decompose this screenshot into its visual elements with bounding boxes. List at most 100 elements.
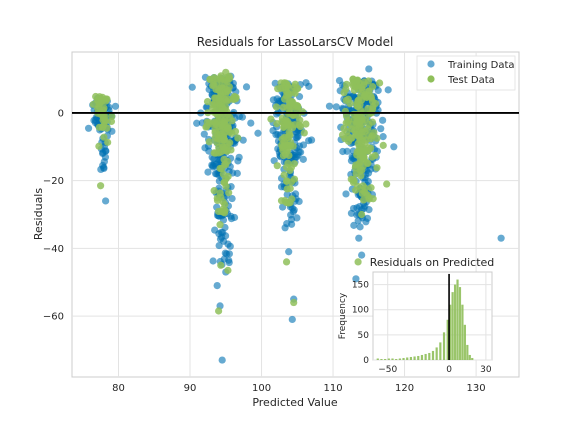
data-point [342, 96, 350, 104]
inset-x-tick-label: 30 [480, 365, 492, 375]
data-point [95, 123, 103, 131]
data-point [215, 307, 223, 315]
data-point [288, 195, 296, 203]
data-point [273, 162, 281, 170]
data-point [215, 94, 223, 102]
data-point [277, 197, 286, 205]
data-point [188, 83, 196, 91]
x-axis-title: Predicted Value [252, 396, 338, 409]
data-point [99, 161, 107, 170]
data-point [367, 184, 375, 192]
data-point [217, 127, 225, 135]
data-point [223, 78, 231, 86]
legend-training-label: Training Data [447, 60, 515, 71]
inset-y-tick-label: 150 [352, 281, 369, 291]
data-point [283, 177, 291, 185]
data-point [100, 133, 108, 141]
data-point [296, 122, 305, 131]
chart-title: Residuals for LassoLarsCV Model [197, 35, 394, 49]
data-point [84, 124, 93, 132]
data-point [376, 79, 384, 87]
inset-plot-area [372, 271, 493, 361]
data-point [111, 102, 120, 110]
data-point [219, 198, 227, 206]
inset-bar [384, 358, 387, 360]
inset-bar [428, 352, 431, 360]
data-point [211, 226, 219, 234]
data-point [340, 124, 348, 133]
inset-y-axis-title: Frequency [338, 292, 348, 339]
data-point [362, 136, 370, 144]
inset-y-tick-labels: 0 50 100 150 [352, 281, 369, 366]
inset-bar [413, 356, 416, 360]
data-point [299, 155, 307, 163]
inset-bar [395, 358, 398, 360]
data-point [305, 82, 313, 90]
data-point [360, 78, 368, 86]
data-point [206, 119, 214, 127]
data-point [290, 160, 298, 168]
data-point [291, 101, 300, 109]
data-point [283, 190, 291, 199]
data-point [288, 315, 296, 324]
data-point [300, 129, 308, 137]
data-point [298, 108, 307, 116]
inset-bar [471, 357, 474, 360]
data-point [347, 120, 355, 129]
inset-x-tick-label: −50 [378, 365, 397, 375]
y-tick-labels: 0 −20 −40 −60 [43, 108, 64, 322]
legend: Training Data Test Data [416, 55, 516, 91]
data-point [349, 82, 357, 90]
data-point [232, 94, 240, 103]
data-point [285, 151, 293, 160]
data-point [211, 134, 219, 142]
legend-training-marker [427, 60, 435, 68]
data-point [379, 116, 387, 124]
data-point [228, 194, 236, 203]
data-point [335, 76, 344, 85]
data-point [274, 130, 282, 139]
data-point [340, 89, 348, 97]
data-point [291, 190, 300, 198]
inset-bar [398, 358, 401, 360]
data-point [277, 84, 285, 92]
data-point [350, 110, 358, 118]
data-point [368, 153, 376, 161]
y-tick-label: 0 [58, 108, 64, 119]
data-point [352, 275, 360, 283]
data-point [347, 175, 355, 183]
data-point [343, 80, 351, 88]
data-point [221, 104, 230, 112]
data-point [373, 164, 381, 172]
inset-bar [424, 353, 427, 360]
data-point [254, 129, 262, 137]
data-point [332, 103, 340, 111]
data-point [226, 113, 234, 121]
data-point [347, 209, 356, 217]
data-point [384, 86, 392, 94]
data-point [363, 191, 371, 199]
data-point [353, 118, 361, 126]
data-point [98, 93, 107, 102]
data-point [235, 153, 243, 161]
x-tick-label: 120 [395, 383, 414, 394]
data-point [282, 258, 291, 266]
inset-x-tick-labels: −50 0 30 [378, 365, 492, 375]
inset-x-tick-label: 0 [446, 365, 452, 375]
data-point [356, 166, 364, 174]
inset-bar [409, 356, 413, 360]
data-point [282, 141, 290, 149]
data-point [282, 92, 291, 100]
data-point [355, 159, 364, 167]
data-point [247, 119, 255, 127]
data-point [342, 190, 350, 198]
data-point [349, 92, 358, 100]
data-point [209, 257, 217, 265]
data-point [228, 129, 236, 137]
data-point [210, 187, 218, 195]
y-axis-title: Residuals [32, 188, 45, 240]
inset-bar [402, 357, 405, 360]
data-point [307, 136, 316, 144]
x-tick-label: 80 [112, 383, 125, 394]
